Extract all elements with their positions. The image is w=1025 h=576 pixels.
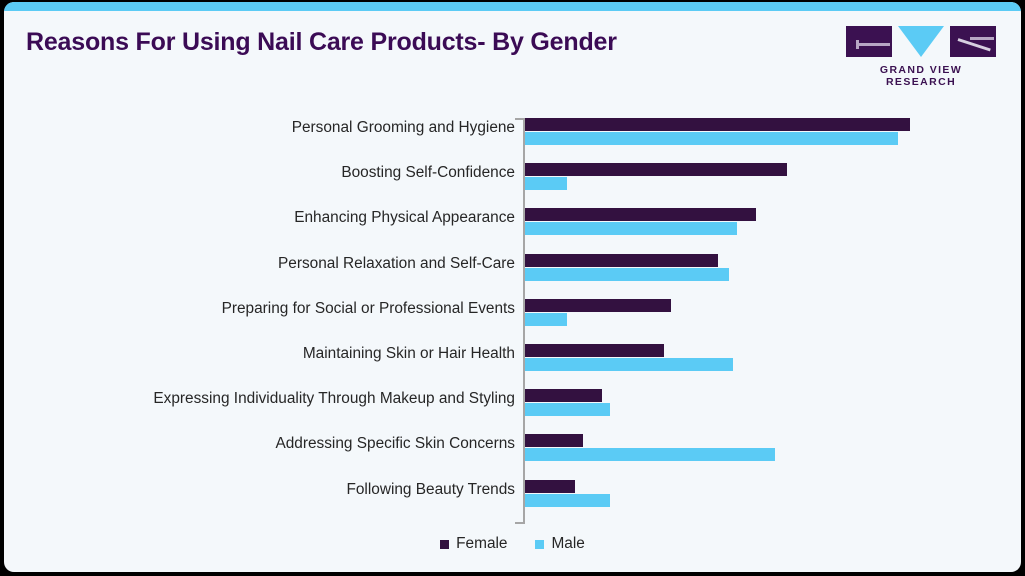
category-label: Following Beauty Trends: [346, 480, 515, 498]
chart-row: Expressing Individuality Through Makeup …: [4, 385, 1021, 430]
axis-tick-bottom: [515, 522, 524, 524]
category-axis-line: [523, 118, 525, 524]
logo-v-triangle-icon: [898, 26, 944, 57]
bar-female[interactable]: [525, 208, 756, 222]
chart-row: Boosting Self-Confidence: [4, 159, 1021, 204]
chart-row: Maintaining Skin or Hair Health: [4, 340, 1021, 385]
bar-female[interactable]: [525, 479, 576, 493]
logo-g-block-icon: [846, 26, 892, 57]
logo-marks: [845, 26, 997, 60]
chart-row: Personal Relaxation and Self-Care: [4, 250, 1021, 295]
bar-male[interactable]: [525, 448, 776, 462]
chart-legend: Female Male: [4, 535, 1021, 553]
chart-rows: Personal Grooming and Hygiene Boosting Se…: [4, 114, 1021, 521]
legend-label: Female: [456, 535, 508, 552]
category-label: Preparing for Social or Professional Eve…: [221, 299, 515, 317]
chart-row: Enhancing Physical Appearance: [4, 204, 1021, 249]
bar-female[interactable]: [525, 343, 664, 357]
bar-male[interactable]: [525, 403, 610, 417]
legend-swatch-icon: [440, 539, 450, 549]
bar-chart: Personal Grooming and Hygiene Boosting Se…: [4, 114, 1021, 529]
bar-group: [525, 253, 995, 281]
bar-group: [525, 208, 995, 236]
category-label: Boosting Self-Confidence: [341, 164, 515, 182]
legend-swatch-icon: [535, 539, 545, 549]
accent-top-bar: [4, 2, 1021, 11]
bar-male[interactable]: [525, 132, 899, 145]
grand-view-research-logo: GRAND VIEW RESEARCH: [845, 26, 997, 88]
legend-item-female[interactable]: Female: [440, 535, 507, 553]
bar-group: [525, 389, 995, 417]
bar-group: [525, 163, 995, 191]
bar-group: [525, 118, 995, 145]
bar-female[interactable]: [525, 434, 583, 448]
axis-tick-top: [515, 118, 524, 120]
bar-female[interactable]: [525, 389, 602, 403]
category-label: Personal Relaxation and Self-Care: [278, 254, 515, 272]
category-label: Expressing Individuality Through Makeup …: [153, 390, 515, 408]
legend-label: Male: [551, 535, 585, 552]
chart-row: Preparing for Social or Professional Eve…: [4, 295, 1021, 340]
logo-wordmark: GRAND VIEW RESEARCH: [879, 64, 963, 88]
legend-item-male[interactable]: Male: [535, 535, 585, 553]
bar-male[interactable]: [525, 267, 730, 281]
bar-group: [525, 298, 995, 326]
category-label: Maintaining Skin or Hair Health: [302, 344, 515, 362]
bar-male[interactable]: [525, 177, 568, 191]
page-title: Reasons For Using Nail Care Products- By…: [26, 28, 617, 56]
bar-male[interactable]: [525, 493, 610, 507]
bar-female[interactable]: [525, 253, 718, 267]
bar-male[interactable]: [525, 312, 568, 326]
chart-row: Personal Grooming and Hygiene: [4, 114, 1021, 159]
bar-female[interactable]: [525, 163, 787, 177]
category-label: Personal Grooming and Hygiene: [291, 119, 515, 136]
chart-row: Following Beauty Trends: [4, 476, 1021, 521]
category-label: Addressing Specific Skin Concerns: [275, 435, 515, 453]
bar-group: [525, 434, 995, 462]
logo-r-block-icon: [950, 26, 996, 57]
bar-group: [525, 343, 995, 371]
bar-male[interactable]: [525, 357, 733, 371]
bar-group: [525, 479, 995, 507]
bar-female[interactable]: [525, 118, 910, 131]
chart-row: Addressing Specific Skin Concerns: [4, 430, 1021, 475]
bar-male[interactable]: [525, 222, 737, 236]
chart-card: Reasons For Using Nail Care Products- By…: [4, 2, 1021, 572]
bar-female[interactable]: [525, 298, 672, 312]
category-label: Enhancing Physical Appearance: [294, 209, 515, 227]
